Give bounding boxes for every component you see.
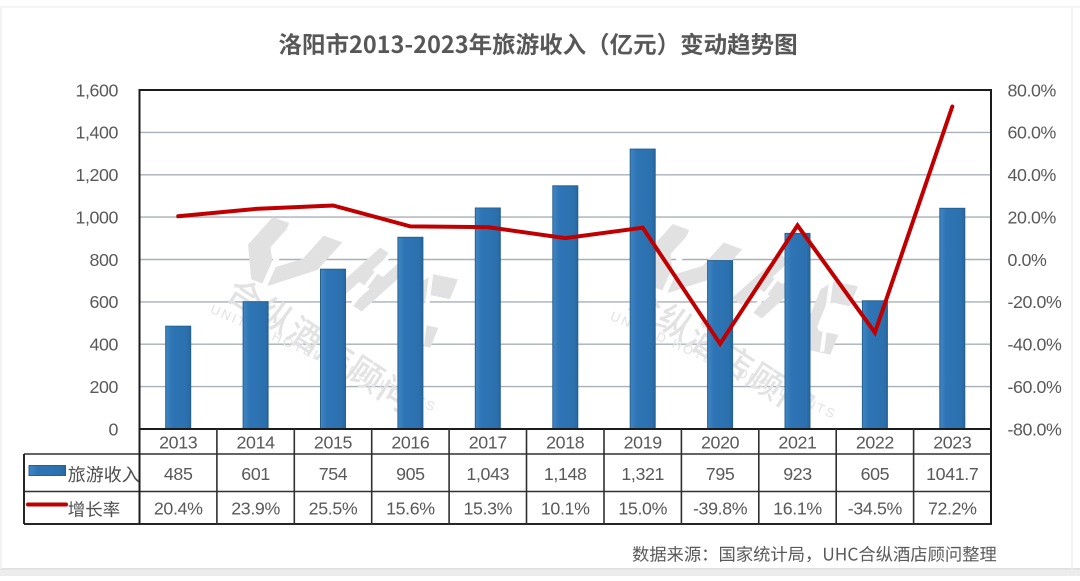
svg-text:485: 485	[164, 464, 193, 484]
svg-text:1041.7: 1041.7	[926, 464, 978, 484]
svg-text:2014: 2014	[237, 433, 276, 453]
svg-text:1,200: 1,200	[76, 165, 119, 185]
svg-text:795: 795	[706, 464, 735, 484]
svg-text:72.2%: 72.2%	[928, 498, 977, 518]
svg-text:10.1%: 10.1%	[541, 498, 590, 518]
svg-text:20.0%: 20.0%	[1008, 207, 1057, 227]
svg-text:60.0%: 60.0%	[1008, 123, 1057, 143]
svg-text:15.0%: 15.0%	[618, 498, 667, 518]
svg-text:2017: 2017	[469, 433, 507, 453]
svg-text:923: 923	[783, 464, 812, 484]
svg-text:-60.0%: -60.0%	[1008, 377, 1063, 397]
svg-text:16.1%: 16.1%	[773, 498, 822, 518]
svg-text:601: 601	[241, 464, 270, 484]
svg-text:1,600: 1,600	[76, 80, 119, 100]
svg-text:-20.0%: -20.0%	[1008, 292, 1063, 312]
svg-text:754: 754	[319, 464, 348, 484]
svg-text:40.0%: 40.0%	[1008, 165, 1057, 185]
svg-text:0: 0	[109, 419, 119, 439]
svg-text:605: 605	[861, 464, 890, 484]
svg-text:2013: 2013	[159, 433, 198, 453]
svg-text:-34.5%: -34.5%	[848, 498, 903, 518]
svg-text:1,321: 1,321	[621, 464, 664, 484]
svg-text:400: 400	[90, 335, 119, 355]
svg-text:-39.8%: -39.8%	[693, 498, 748, 518]
svg-text:0.0%: 0.0%	[1008, 250, 1048, 270]
svg-text:200: 200	[90, 377, 119, 397]
svg-text:-80.0%: -80.0%	[1008, 419, 1063, 439]
svg-text:15.6%: 15.6%	[386, 498, 435, 518]
svg-text:1,400: 1,400	[76, 123, 119, 143]
svg-text:2023: 2023	[933, 433, 972, 453]
svg-text:800: 800	[90, 250, 119, 270]
svg-text:2020: 2020	[701, 433, 740, 453]
svg-text:600: 600	[90, 292, 119, 312]
svg-text:2021: 2021	[778, 433, 817, 453]
svg-text:25.5%: 25.5%	[309, 498, 358, 518]
svg-text:2019: 2019	[624, 433, 663, 453]
svg-text:80.0%: 80.0%	[1008, 80, 1057, 100]
svg-text:2015: 2015	[314, 433, 353, 453]
svg-text:20.4%: 20.4%	[154, 498, 203, 518]
svg-text:15.3%: 15.3%	[463, 498, 512, 518]
svg-text:1,043: 1,043	[466, 464, 509, 484]
svg-text:1,148: 1,148	[544, 464, 587, 484]
svg-text:1,000: 1,000	[76, 207, 119, 227]
svg-text:2016: 2016	[391, 433, 430, 453]
svg-text:905: 905	[396, 464, 425, 484]
svg-text:23.9%: 23.9%	[231, 498, 280, 518]
svg-text:2018: 2018	[546, 433, 585, 453]
svg-text:2022: 2022	[856, 433, 894, 453]
svg-text:-40.0%: -40.0%	[1008, 335, 1063, 355]
